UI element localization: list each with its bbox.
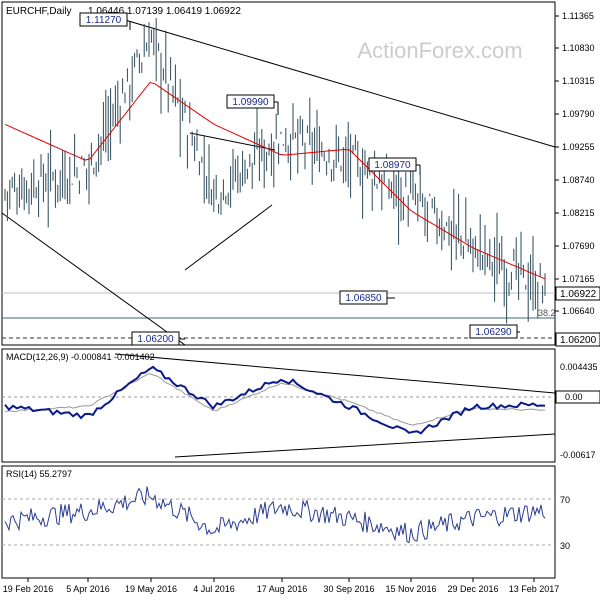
down-trendline-upper	[114, 16, 556, 148]
price-bars	[4, 18, 546, 324]
annotation-1062: 1.06200	[131, 331, 180, 346]
fib-38-label: 38.2	[538, 308, 556, 318]
macd-panel-frame	[1, 348, 556, 463]
low-price-tag: 1.06200	[555, 332, 600, 347]
price-tick-label: 1.10315	[562, 76, 595, 86]
x-tick-label: 29 Dec 2016	[447, 584, 498, 594]
x-tick-label: 19 Feb 2016	[3, 584, 54, 594]
rsi-tick-30: 30	[560, 541, 570, 551]
annotation-1068: 1.06850	[339, 290, 388, 305]
rsi-tick-70: 70	[560, 495, 570, 505]
annotation-1089: 1.08970	[368, 157, 417, 172]
price-panel-frame	[1, 1, 556, 346]
x-tick-label: 17 Aug 2016	[257, 584, 308, 594]
rsi-title: RSI(14) 55.2797	[6, 469, 72, 479]
x-tick-label: 15 Nov 2016	[385, 584, 436, 594]
price-tick-label: 1.09255	[562, 142, 595, 152]
annotation-label: 1.06850	[345, 293, 382, 304]
price-tick-label: 1.10830	[562, 43, 595, 53]
rsi-panel-frame	[1, 465, 556, 579]
price-tick-label: 1.06640	[562, 306, 595, 316]
macd-zero-tag	[555, 390, 600, 404]
annotation-label: 1.08970	[374, 160, 411, 171]
x-tick-label: 4 Jul 2016	[193, 584, 235, 594]
current-price-value: 1.06922	[560, 289, 597, 300]
macd-lower-trendline	[174, 433, 556, 458]
annotation-label: 1.06200	[137, 334, 174, 345]
moving-average-line	[4, 81, 546, 280]
x-axis: 19 Feb 2016 5 Apr 2016 19 May 2016 4 Jul 20…	[3, 578, 560, 594]
price-axis: 1.11365 1.10830 1.10315 1.09790 1.09255 1.087…	[555, 11, 595, 316]
macd-upper-trendline	[114, 353, 556, 394]
down-trendline-lower	[1, 212, 186, 346]
x-tick-label: 13 Feb 2017	[509, 584, 560, 594]
x-tick-label: 30 Sep 2016	[323, 584, 374, 594]
annotation-label: 1.09990	[232, 97, 269, 108]
macd-signal-line	[4, 373, 546, 426]
ohlc-label: 1.06446 1.07139 1.06419 1.06922	[88, 6, 241, 17]
annotation-1112: 1.11270	[79, 12, 128, 27]
x-tick-label: 5 Apr 2016	[66, 584, 110, 594]
price-tick-label: 1.11365	[562, 11, 594, 21]
price-tick-label: 1.09790	[562, 109, 595, 119]
low-price-value: 1.06200	[560, 335, 597, 346]
macd-tick-top: 0.004435	[560, 362, 598, 372]
x-tick-label: 19 May 2016	[125, 584, 177, 594]
macd-tick-zero: 0.00	[565, 392, 583, 402]
price-tick-label: 1.08215	[562, 208, 595, 218]
annotation-1099: 1.09990	[226, 94, 275, 109]
annotation-label: 1.11270	[86, 15, 122, 26]
macd-line	[4, 365, 546, 435]
macd-tick-bottom: -0.00617	[560, 450, 596, 460]
price-tick-label: 1.07165	[562, 274, 595, 284]
price-tick-label: 1.08740	[562, 175, 595, 185]
current-price-tag: 1.06922	[555, 286, 600, 301]
symbol-label: EURCHF,Daily	[6, 6, 72, 17]
macd-title: MACD(12,26,9) -0.000841 -0.001402	[6, 352, 155, 362]
annotation-1062-low: 1.06290	[469, 324, 518, 339]
channel-lower-line	[184, 204, 273, 271]
watermark: ActionForex.com	[357, 38, 522, 63]
price-tick-label: 1.07690	[562, 241, 595, 251]
rsi-line	[4, 486, 546, 544]
annotation-label: 1.06290	[475, 327, 512, 338]
